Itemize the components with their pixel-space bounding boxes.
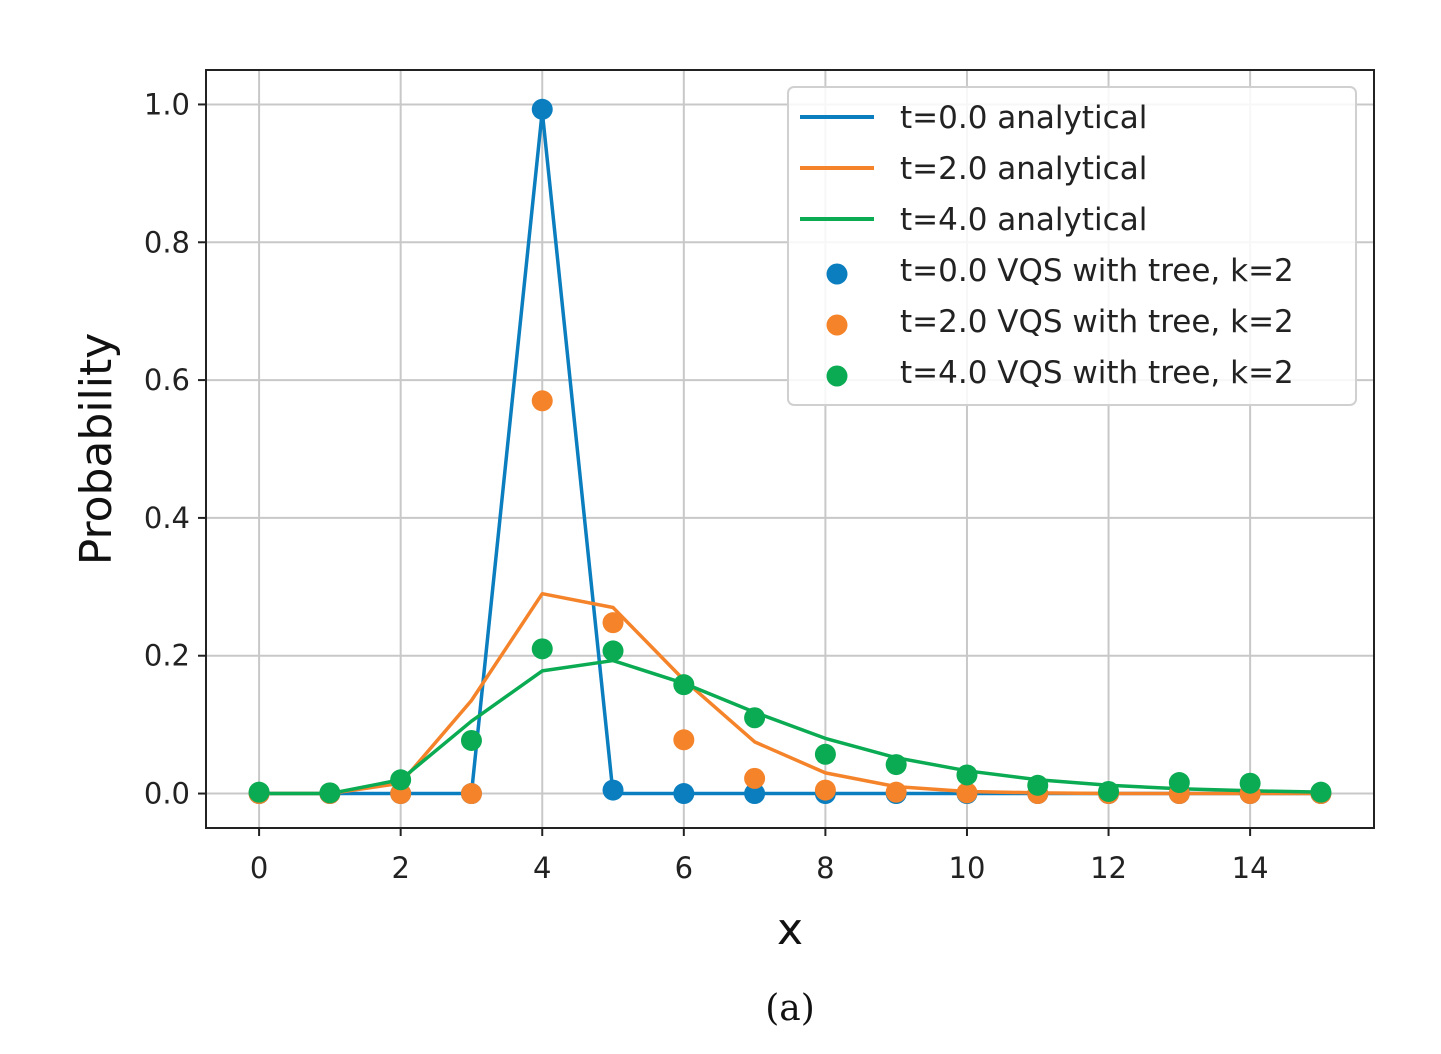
series-points [248, 98, 1332, 805]
data-point [531, 98, 553, 120]
x-axis-label: x [777, 904, 803, 955]
plot-frame [205, 69, 1375, 829]
legend-point-swatch [826, 314, 848, 336]
data-point [1027, 774, 1049, 796]
data-point [956, 764, 978, 786]
data-point [814, 779, 836, 801]
data-point [1168, 772, 1190, 794]
data-point [602, 612, 624, 634]
series-line-1 [259, 591, 1321, 796]
data-point [885, 754, 907, 776]
y-tick-label: 0.4 [144, 501, 190, 535]
data-point [673, 729, 695, 751]
data-point [814, 743, 836, 765]
data-point [1098, 780, 1120, 802]
y-tick-label: 0.6 [144, 363, 190, 397]
x-tick-label: 6 [675, 851, 693, 885]
x-tick-label: 4 [533, 851, 551, 885]
legend: t=0.0 analytical t=2.0 analytical t=4.0 an… [787, 86, 1357, 406]
y-axis-label: Probability [71, 333, 122, 566]
legend-point-swatch [826, 365, 848, 387]
data-point [531, 638, 553, 660]
data-point [319, 782, 341, 804]
data-point [1239, 772, 1261, 794]
legend-entry-label: t=2.0 analytical [900, 151, 1147, 187]
data-point [602, 779, 624, 801]
x-tick-label: 10 [949, 851, 986, 885]
legend-box [787, 86, 1357, 406]
figure-caption: (a) [765, 988, 815, 1029]
data-point [248, 781, 270, 803]
data-point [744, 767, 766, 789]
data-point [744, 707, 766, 729]
series-line-2 [259, 658, 1321, 796]
y-tick-label: 0.0 [144, 777, 190, 811]
data-point [956, 782, 978, 804]
data-point [673, 674, 695, 696]
data-point [1310, 781, 1332, 803]
x-tick-label: 8 [816, 851, 834, 885]
y-tick-label: 1.0 [144, 87, 190, 121]
legend-entry-label: t=0.0 analytical [900, 100, 1147, 136]
series-lines [259, 109, 1321, 796]
x-tick-label: 0 [250, 851, 268, 885]
data-point [602, 640, 624, 662]
data-point [885, 781, 907, 803]
x-tick-label: 2 [391, 851, 409, 885]
data-point [531, 390, 553, 412]
x-ticks: 0 2 4 6 8 10 12 14 [250, 828, 1269, 885]
data-point [460, 729, 482, 751]
data-point [460, 783, 482, 805]
legend-entry-label: t=2.0 VQS with tree, k=2 [900, 304, 1294, 340]
y-tick-label: 0.2 [144, 639, 190, 673]
x-tick-label: 12 [1090, 851, 1127, 885]
data-point [673, 783, 695, 805]
legend-entry-label: t=4.0 VQS with tree, k=2 [900, 355, 1294, 391]
legend-entry-label: t=0.0 VQS with tree, k=2 [900, 253, 1294, 289]
legend-point-swatch [826, 263, 848, 285]
y-tick-label: 0.8 [144, 225, 190, 259]
legend-entry-label: t=4.0 analytical [900, 202, 1147, 238]
data-point [744, 783, 766, 805]
x-tick-label: 14 [1232, 851, 1269, 885]
data-point [390, 769, 412, 791]
y-ticks: 0.0 0.2 0.4 0.6 0.8 1.0 [144, 87, 206, 811]
